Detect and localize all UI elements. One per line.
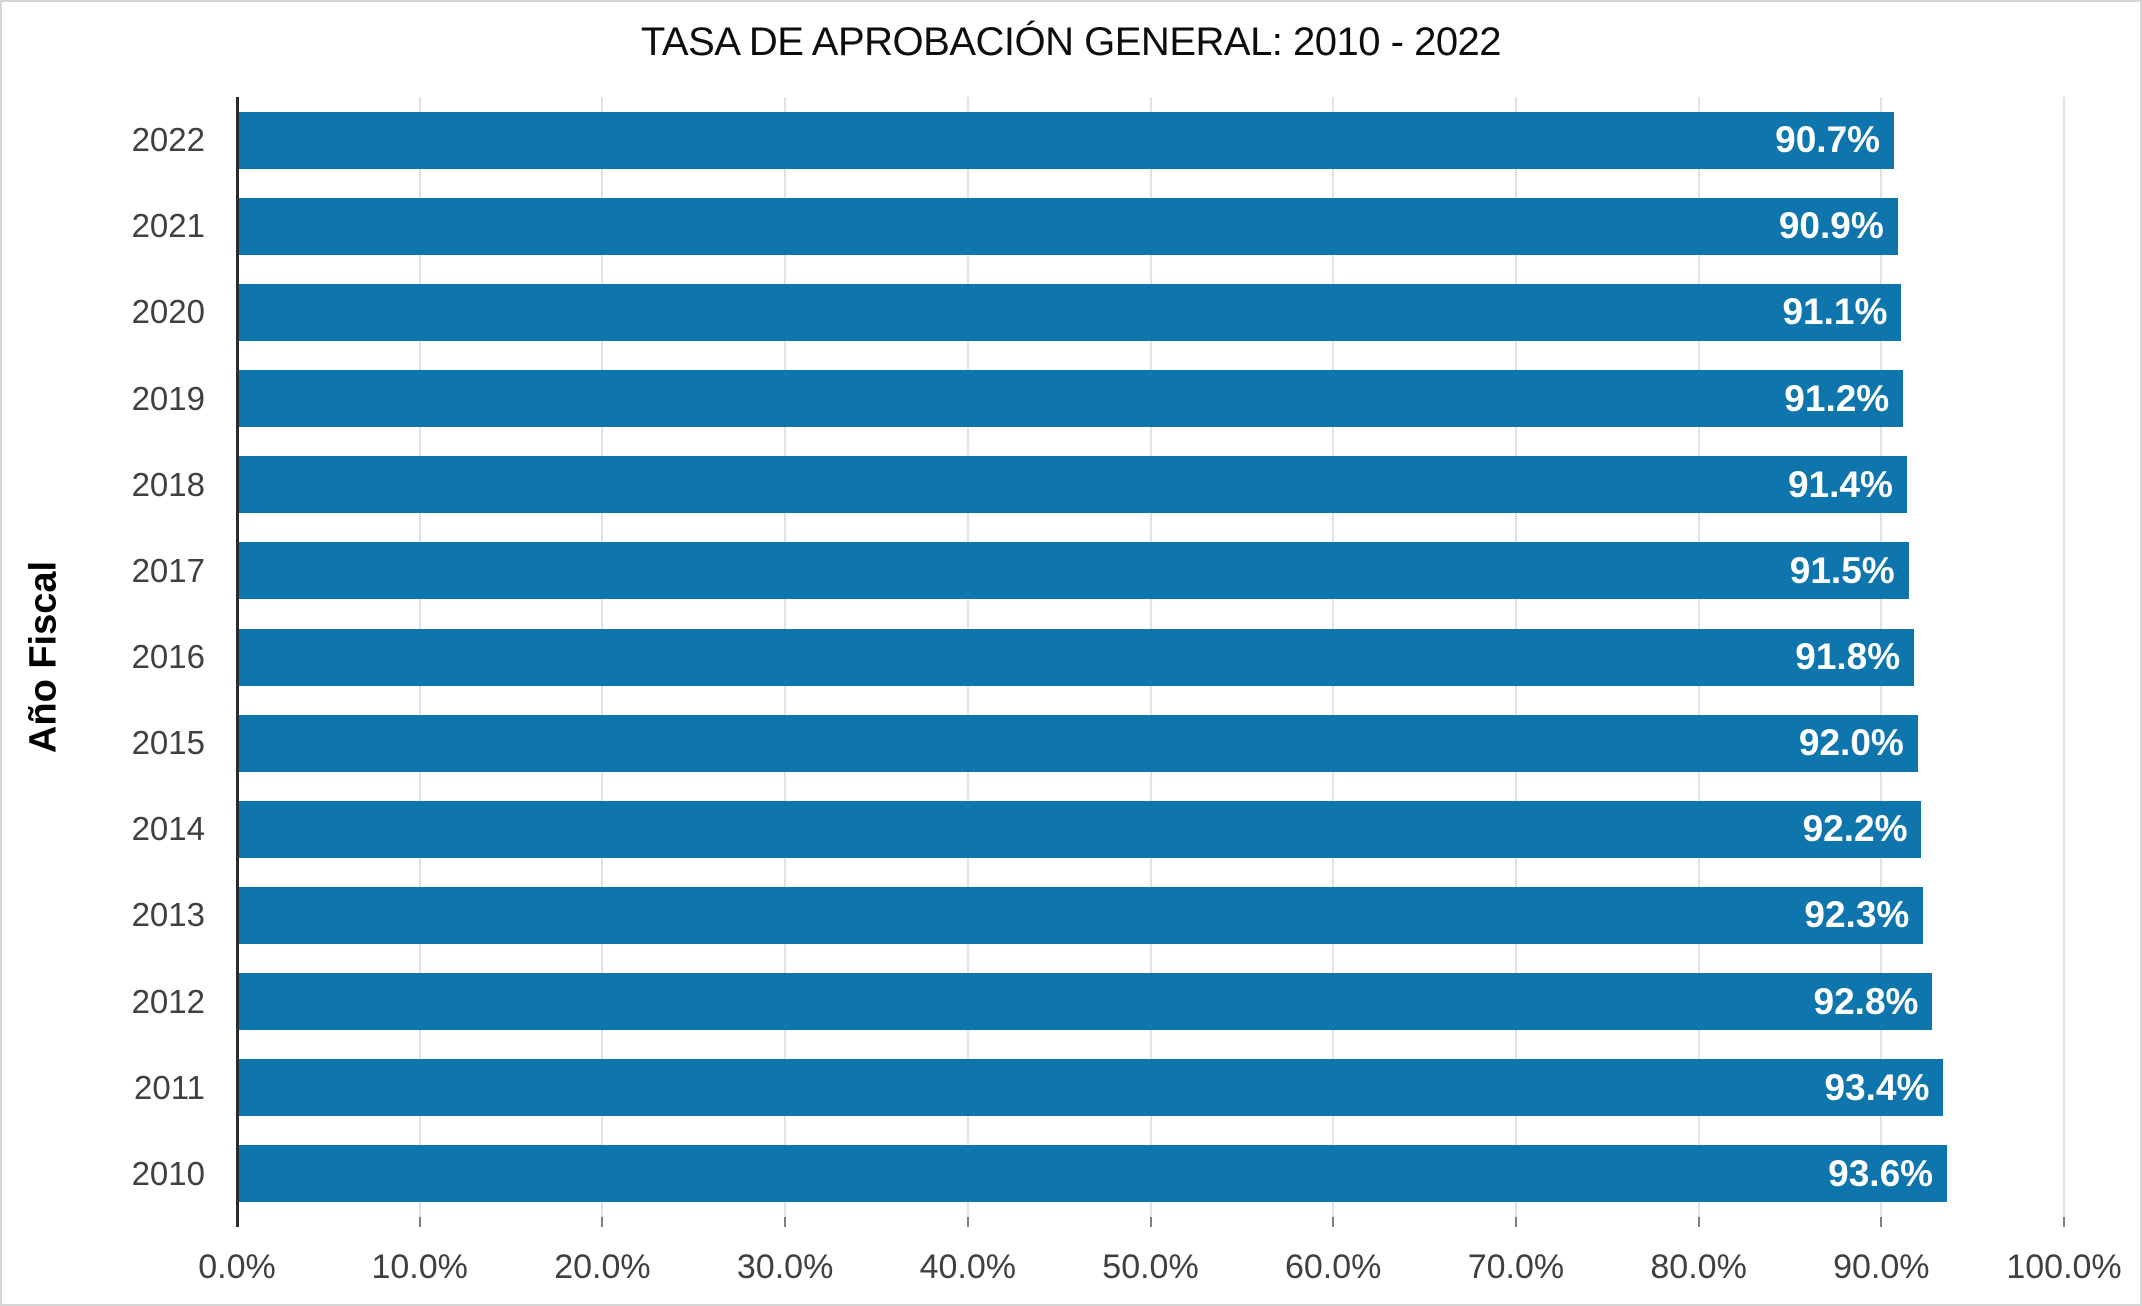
chart-title: TASA DE APROBACIÓN GENERAL: 2010 - 2022 bbox=[640, 20, 1502, 64]
x-tick-30 bbox=[784, 1217, 787, 1227]
bar-2015: 92.0% bbox=[237, 714, 1918, 772]
bar-row-2019: 91.2% bbox=[237, 355, 2064, 441]
x-tick-100 bbox=[2063, 1217, 2065, 1227]
category-label-2011: 2011 bbox=[134, 1068, 205, 1106]
gridline-100 bbox=[2063, 97, 2065, 1217]
x-tick-label-30: 30.0% bbox=[736, 1248, 834, 1286]
bar-row-2010: 93.6% bbox=[237, 1131, 2064, 1217]
category-label-2019: 2019 bbox=[131, 379, 205, 417]
x-tick-label-70: 70.0% bbox=[1467, 1248, 1565, 1286]
bar-2013: 92.3% bbox=[237, 886, 1924, 944]
bar-2017: 91.5% bbox=[237, 542, 1909, 600]
bar-value-label-2011: 93.4% bbox=[1824, 1066, 1930, 1108]
x-tick-50 bbox=[1149, 1217, 1152, 1227]
x-tick-70 bbox=[1514, 1217, 1517, 1227]
category-label-2016: 2016 bbox=[131, 638, 205, 676]
bar-2020: 91.1% bbox=[237, 283, 1902, 341]
category-label-2022: 2022 bbox=[131, 121, 205, 159]
category-label-2021: 2021 bbox=[131, 207, 205, 245]
category-label-2018: 2018 bbox=[131, 465, 205, 503]
y-axis-category-labels: 2022 2021 2020 2019 2018 2017 2016 2015 2014 2013… bbox=[0, 97, 205, 1217]
bar-value-label-2010: 93.6% bbox=[1828, 1152, 1934, 1194]
bar-row-2020: 91.1% bbox=[237, 269, 2064, 355]
plot-area: 90.7% 90.9% 91.1% 91.2% 91.4% 91.5% 91.8% 92.0%… bbox=[236, 97, 2065, 1227]
x-tick-label-10: 10.0% bbox=[371, 1248, 468, 1286]
x-tick-label-40: 40.0% bbox=[919, 1248, 1016, 1286]
x-tick-40 bbox=[966, 1217, 969, 1227]
x-axis-tick-marks bbox=[236, 1217, 2065, 1227]
bar-value-label-2018: 91.4% bbox=[1787, 463, 1893, 505]
x-tick-20 bbox=[601, 1217, 604, 1227]
x-tick-label-0: 0.0% bbox=[198, 1248, 276, 1286]
bar-value-label-2013: 92.3% bbox=[1804, 894, 1910, 936]
category-label-2015: 2015 bbox=[131, 724, 205, 762]
bar-value-label-2022: 90.7% bbox=[1775, 119, 1881, 161]
category-label-2020: 2020 bbox=[131, 293, 205, 331]
bar-2014: 92.2% bbox=[237, 800, 1922, 858]
bar-row-2021: 90.9% bbox=[237, 183, 2064, 269]
bar-series: 90.7% 90.9% 91.1% 91.2% 91.4% 91.5% 91.8% 92.0%… bbox=[237, 97, 2064, 1217]
bar-row-2014: 92.2% bbox=[237, 786, 2064, 872]
bar-value-label-2019: 91.2% bbox=[1784, 377, 1890, 419]
x-tick-label-60: 60.0% bbox=[1284, 1248, 1382, 1286]
category-label-2013: 2013 bbox=[131, 896, 205, 934]
x-tick-label-50: 50.0% bbox=[1102, 1248, 1199, 1286]
y-axis-line bbox=[236, 97, 239, 1227]
bar-2010: 93.6% bbox=[237, 1145, 1948, 1203]
bar-row-2022: 90.7% bbox=[237, 97, 2064, 183]
bar-value-label-2016: 91.8% bbox=[1795, 636, 1901, 678]
category-label-2012: 2012 bbox=[131, 982, 205, 1020]
x-tick-label-90: 90.0% bbox=[1833, 1248, 1930, 1286]
category-label-2010: 2010 bbox=[131, 1154, 205, 1192]
bar-row-2018: 91.4% bbox=[237, 442, 2064, 528]
bar-row-2013: 92.3% bbox=[237, 872, 2064, 958]
bar-2018: 91.4% bbox=[237, 456, 1907, 514]
bar-row-2016: 91.8% bbox=[237, 614, 2064, 700]
category-label-2017: 2017 bbox=[131, 551, 205, 589]
x-tick-label-20: 20.0% bbox=[554, 1248, 651, 1286]
bar-row-2011: 93.4% bbox=[237, 1045, 2064, 1131]
bar-value-label-2012: 92.8% bbox=[1813, 980, 1919, 1022]
bar-value-label-2020: 91.1% bbox=[1782, 291, 1888, 333]
bar-2016: 91.8% bbox=[237, 628, 1915, 686]
bar-row-2012: 92.8% bbox=[237, 959, 2064, 1045]
bar-2012: 92.8% bbox=[237, 973, 1933, 1031]
bar-2022: 90.7% bbox=[237, 111, 1895, 169]
category-label-2014: 2014 bbox=[131, 810, 205, 848]
x-tick-90 bbox=[1880, 1217, 1883, 1227]
x-tick-80 bbox=[1697, 1217, 1700, 1227]
bar-row-2017: 91.5% bbox=[237, 528, 2064, 614]
x-tick-60 bbox=[1332, 1217, 1335, 1227]
bar-2011: 93.4% bbox=[237, 1059, 1944, 1117]
bar-2021: 90.9% bbox=[237, 197, 1898, 255]
bar-value-label-2021: 90.9% bbox=[1778, 205, 1884, 247]
bar-2019: 91.2% bbox=[237, 370, 1904, 428]
bar-value-label-2014: 92.2% bbox=[1802, 808, 1908, 850]
x-tick-label-80: 80.0% bbox=[1650, 1248, 1747, 1286]
x-tick-label-100: 100.0% bbox=[2006, 1248, 2122, 1286]
bar-value-label-2017: 91.5% bbox=[1789, 549, 1895, 591]
x-axis-tick-labels: 0.0% 10.0% 20.0% 30.0% 40.0% 50.0% 60.0% 70.0% 8… bbox=[198, 1248, 2121, 1292]
bar-value-label-2015: 92.0% bbox=[1798, 722, 1904, 764]
bar-row-2015: 92.0% bbox=[237, 700, 2064, 786]
x-tick-10 bbox=[418, 1217, 421, 1227]
